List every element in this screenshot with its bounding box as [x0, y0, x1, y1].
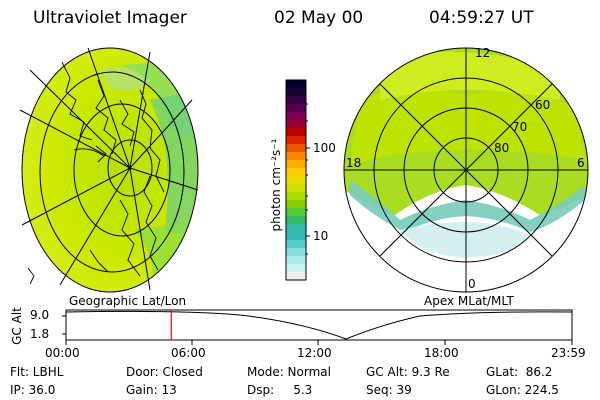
color-bar-segment [286, 160, 306, 169]
info-flt: Flt: LBHL [10, 365, 64, 379]
info-dsp: Dsp: 5.3 [247, 383, 313, 397]
colorbar-tick-10: 10 [313, 229, 329, 243]
color-bar-segment [286, 232, 306, 241]
color-bar-segment [286, 176, 306, 185]
color-bar-segment [286, 216, 306, 225]
color-bar-segment [286, 168, 306, 177]
color-bar-segment [286, 88, 306, 97]
mlt-label-6: 6 [577, 156, 585, 170]
mlat-label-70: 70 [512, 120, 528, 134]
color-bar-segment [286, 264, 306, 273]
color-bar-segment [286, 112, 306, 121]
color-bar-segment [286, 144, 306, 153]
colorbar-unit-label: photon cm⁻²s⁻¹ [269, 138, 283, 232]
color-bar-segment [286, 208, 306, 217]
color-bar-segment [286, 192, 306, 201]
geographic-image [19, 47, 199, 293]
info-seq: Seq: 39 [366, 383, 412, 397]
color-bar [286, 80, 306, 281]
timeline-plot [62, 309, 573, 345]
timeline-xtick-0: 00:00 [45, 346, 80, 360]
timeline-ytick-low: 1.8 [30, 327, 50, 341]
timeline-xtick-3: 18:00 [424, 346, 459, 360]
timeline-xtick-4: 23:59 [551, 346, 586, 360]
color-bar-segment [286, 80, 306, 89]
mlt-label-18: 18 [346, 156, 362, 170]
color-bar-segment [286, 272, 306, 281]
mlt-label-12: 12 [475, 46, 491, 60]
color-bar-segment [286, 152, 306, 161]
date-label: 02 May 00 [274, 8, 364, 28]
right-panel-label: Apex MLat/MLT [424, 294, 514, 308]
polar-image [343, 47, 589, 293]
color-bar-ticks [306, 103, 310, 255]
color-bar-segment [286, 184, 306, 193]
color-bar-segment [286, 128, 306, 137]
mlat-label-80: 80 [494, 141, 510, 155]
color-bar-segment [286, 200, 306, 209]
info-gain: Gain: 13 [126, 383, 177, 397]
info-gcalt: GC Alt: 9.3 Re [366, 365, 450, 379]
timeline-axis-title: GC Alt [10, 307, 24, 345]
left-panel-label: Geographic Lat/Lon [69, 294, 187, 308]
timeline-xtick-1: 06:00 [171, 346, 206, 360]
color-bar-segment [286, 240, 306, 249]
mlat-label-60: 60 [535, 98, 551, 112]
instrument-title: Ultraviolet Imager [33, 8, 187, 28]
timeline-ytick-high: 9.0 [30, 308, 50, 322]
info-mode: Mode: Normal [247, 365, 331, 379]
info-door: Door: Closed [126, 365, 203, 379]
mlt-label-0: 0 [468, 277, 476, 291]
timeline-xtick-2: 12:00 [297, 346, 332, 360]
colorbar-tick-100: 100 [313, 141, 336, 155]
color-bar-segment [286, 248, 306, 257]
color-bar-segment [286, 96, 306, 105]
info-glat: GLat: 86.2 [486, 365, 553, 379]
color-bar-segment [286, 104, 306, 113]
time-label: 04:59:27 UT [429, 8, 534, 28]
color-bar-segment [286, 120, 306, 129]
info-glon: GLon: 224.5 [486, 383, 559, 397]
color-bar-segment [286, 136, 306, 145]
info-ip: IP: 36.0 [10, 383, 56, 397]
color-bar-segment [286, 224, 306, 233]
color-bar-segment [286, 256, 306, 265]
